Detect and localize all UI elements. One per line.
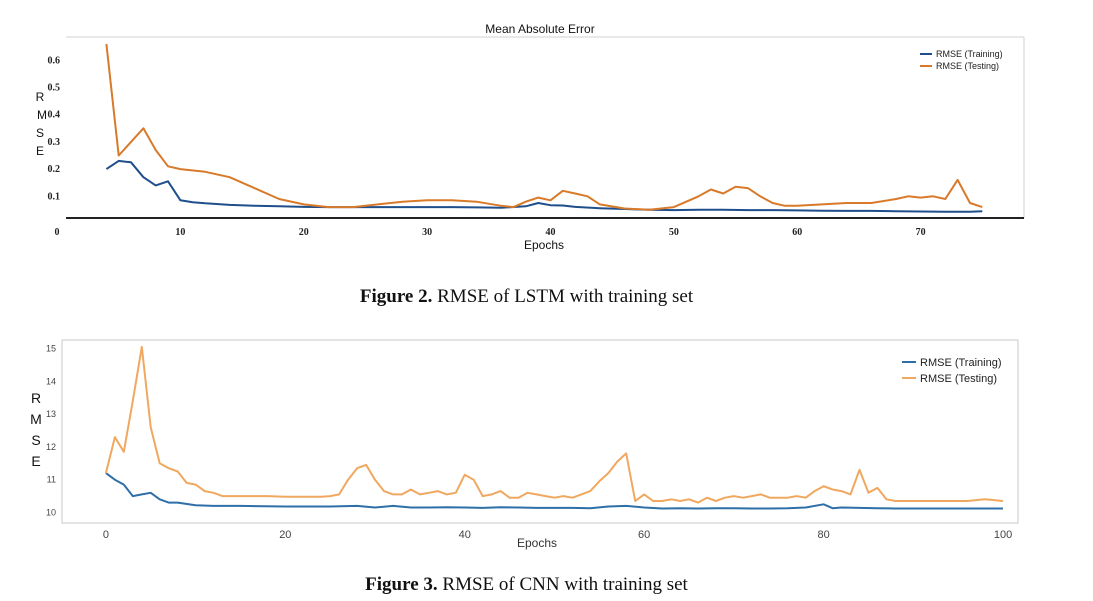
c1-x-tick-label: 40 <box>546 227 556 238</box>
chart1-series-lines <box>105 43 983 213</box>
c1-y-tick-label: 0.2 <box>48 164 61 175</box>
chart1-y-ticks: 0.1 0.2 0.3 0.4 0.5 0.6 <box>48 55 61 202</box>
c1-legend-label: RMSE (Training) <box>936 49 1003 59</box>
c1-ylabel-letter: S <box>36 126 44 140</box>
figure3-caption: Figure 3. RMSE of CNN with training set <box>0 574 1053 596</box>
figure2-caption-label: Figure 2. <box>359 286 433 307</box>
c1-x-tick-label: 20 <box>299 227 309 238</box>
c1-x-tick-label: 50 <box>669 227 679 238</box>
c1-x-tick-label: 60 <box>792 227 802 238</box>
c1-ylabel-letter: R <box>36 90 45 104</box>
c1-x-tick-label: 70 <box>916 227 926 238</box>
c1-y-tick-label: 0.4 <box>48 110 61 121</box>
c1-series-training-line <box>105 159 983 213</box>
figure3-caption-text: RMSE of CNN with training set <box>437 574 688 595</box>
chart1-xlabel: Epochs <box>524 238 564 252</box>
c1-ylabel-letter: M <box>37 108 47 122</box>
c1-y-tick-label: 0.5 <box>48 83 61 94</box>
c1-series-testing-line <box>105 43 983 211</box>
figure2-caption: Figure 2. RMSE of LSTM with training set <box>0 286 1053 308</box>
c1-y-tick-label: 0.1 <box>48 191 61 202</box>
c1-y-tick-label: 0.6 <box>48 55 61 66</box>
chart1-ylabel: RMSE <box>36 90 47 158</box>
figure2-caption-text: RMSE of LSTM with training set <box>432 286 694 307</box>
c1-x-tick-label: 30 <box>422 227 432 238</box>
chart1-title: Mean Absolute Error <box>485 22 594 36</box>
c1-x-tick-label: 10 <box>175 227 185 238</box>
chart1-legend: RMSE (Training) RMSE (Testing) <box>920 49 1003 71</box>
c1-ylabel-letter: E <box>36 144 44 158</box>
c1-x-tick-label: 0 <box>55 227 60 238</box>
c1-legend-label: RMSE (Testing) <box>936 61 999 71</box>
chart1-x-ticks: 0 10 20 30 40 50 60 70 <box>55 227 926 238</box>
c1-y-tick-label: 0.3 <box>48 137 61 148</box>
figure3-caption-label: Figure 3. <box>365 574 438 595</box>
